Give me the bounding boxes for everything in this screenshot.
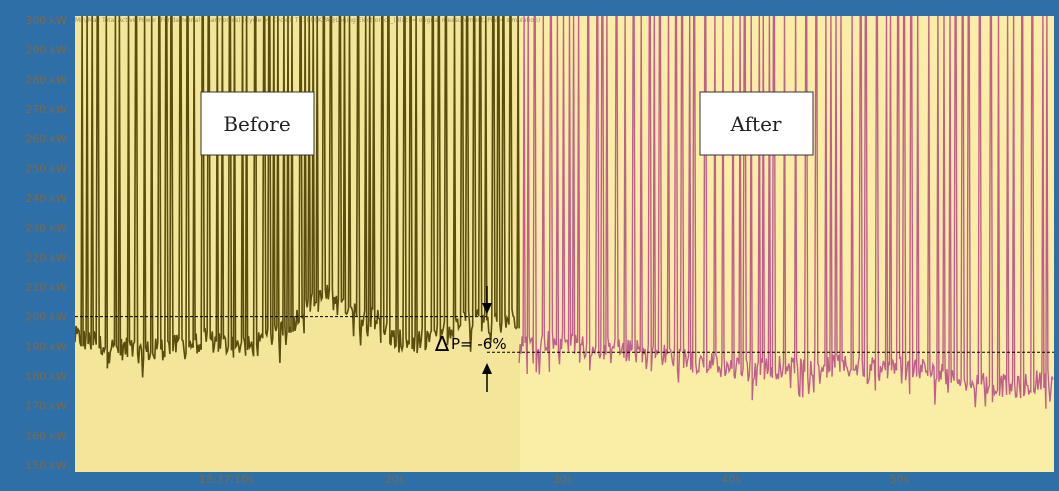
y-tick-label: 270 kW	[25, 103, 67, 116]
series-group	[75, 16, 1054, 409]
before-label: Before	[223, 112, 290, 136]
y-axis: 300 kW 290 kW 280 kW 270 kW 260 kW 250 kW 240 …	[25, 14, 67, 472]
annotations: ∆ P= -6% Before After	[75, 91, 1054, 392]
y-tick-label: 240 kW	[25, 192, 67, 205]
y-tick-label: 170 kW	[25, 400, 67, 413]
plot-background-before	[75, 16, 520, 472]
after-label: After	[730, 112, 782, 136]
x-axis: 13:37:10s 20s 30s 40s 50s	[199, 473, 910, 486]
delta-symbol: ∆	[434, 332, 450, 356]
x-tick-label: 40s	[721, 473, 741, 486]
y-tick-label: 230 kW	[25, 222, 67, 235]
y-tick-label: 250 kW	[25, 162, 67, 175]
x-tick-label: 50s	[889, 473, 909, 486]
chart-frame: 300 kW 290 kW 280 kW 270 kW 260 kW 250 kW 240 …	[5, 6, 1054, 486]
y-tick-label: 200 kW	[25, 311, 67, 324]
y-tick-label: 260 kW	[25, 133, 67, 146]
x-tick-label: 20s	[385, 473, 405, 486]
y-tick-label: 190 kW	[25, 340, 67, 353]
series-before-line	[75, 16, 520, 378]
y-tick-label: 210 kW	[25, 281, 67, 294]
y-tick-label: 290 kW	[25, 44, 67, 57]
before-box: Before	[200, 91, 315, 156]
after-box: After	[699, 91, 814, 156]
arrow-down	[482, 286, 492, 314]
y-tick-label: 300 kW	[25, 14, 67, 27]
arrow-up	[482, 363, 492, 392]
y-tick-label: 220 kW	[25, 251, 67, 264]
y-tick-label: 280 kW	[25, 73, 67, 86]
y-tick-label: 180 kW	[25, 370, 67, 383]
plot-background-after	[519, 16, 1054, 472]
y-tick-label: 150 kW	[25, 459, 67, 472]
y-tick-label: 160 kW	[25, 429, 67, 442]
chart-title: Min/Max Total Active Power (Fundamental+…	[75, 17, 540, 24]
x-tick-label: 30s	[553, 473, 573, 486]
x-tick-label: 13:37:10s	[199, 473, 254, 486]
series-after-line	[518, 16, 1054, 409]
delta-p-label: P= -6%	[451, 335, 507, 353]
power-chart: 300 kW 290 kW 280 kW 270 kW 260 kW 250 kW 240 …	[25, 14, 1054, 486]
